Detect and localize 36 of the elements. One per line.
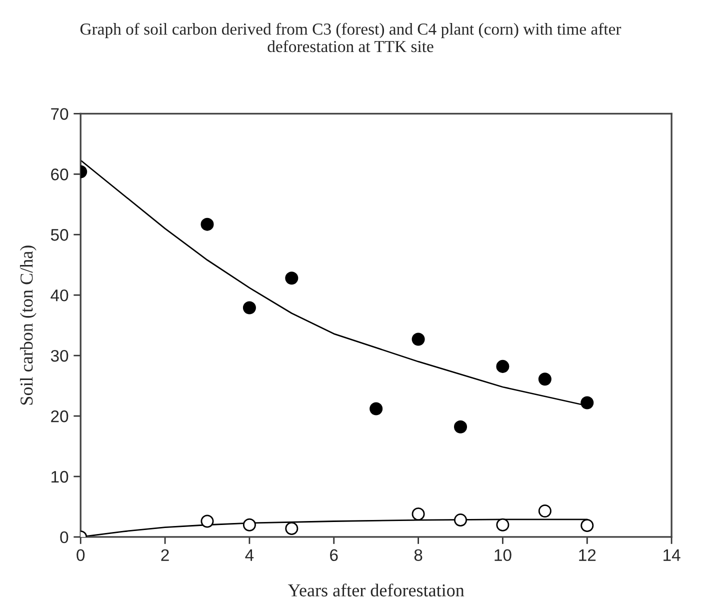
x-axis-title: Years after deforestation [288, 584, 464, 596]
point [412, 332, 425, 346]
chart-title: Graph of soil carbon derived from C3 (forest) and C4 plant (corn) with time after deforestation at TTK site [80, 22, 622, 52]
point [454, 514, 468, 527]
point [242, 518, 256, 532]
point [285, 522, 298, 536]
point [285, 272, 298, 285]
x-tick-label: 12 [579, 549, 596, 561]
y-tick-label: 10 [52, 470, 68, 483]
x-tick-label: 4 [245, 549, 254, 561]
point [200, 218, 214, 231]
y-tick-label: 40 [50, 289, 68, 302]
point [200, 514, 214, 528]
x-tick-label: 14 [664, 549, 680, 561]
point [538, 504, 552, 518]
y-axis-title: Soil carbon (ton C/ha) [20, 246, 36, 405]
y-tick-label: 70 [51, 108, 68, 120]
point [496, 518, 510, 532]
y-tick-label: 30 [50, 350, 68, 362]
y-tick-label: 20 [51, 410, 68, 422]
point [580, 518, 594, 532]
y-tick-label: 0 [60, 531, 68, 544]
y-tick-label: 60 [51, 168, 68, 180]
point [242, 301, 256, 314]
x-tick-label: 0 [76, 549, 85, 562]
point [496, 360, 510, 373]
y-tick-label: 50 [50, 229, 68, 241]
x-tick-label: 2 [161, 549, 169, 561]
point [454, 420, 468, 434]
x-tick-label: 10 [494, 549, 512, 562]
point [412, 507, 425, 520]
point [538, 372, 552, 386]
point [580, 396, 594, 410]
x-tick-label: 8 [414, 549, 422, 562]
x-tick-label: 6 [330, 549, 338, 562]
point [370, 402, 383, 416]
